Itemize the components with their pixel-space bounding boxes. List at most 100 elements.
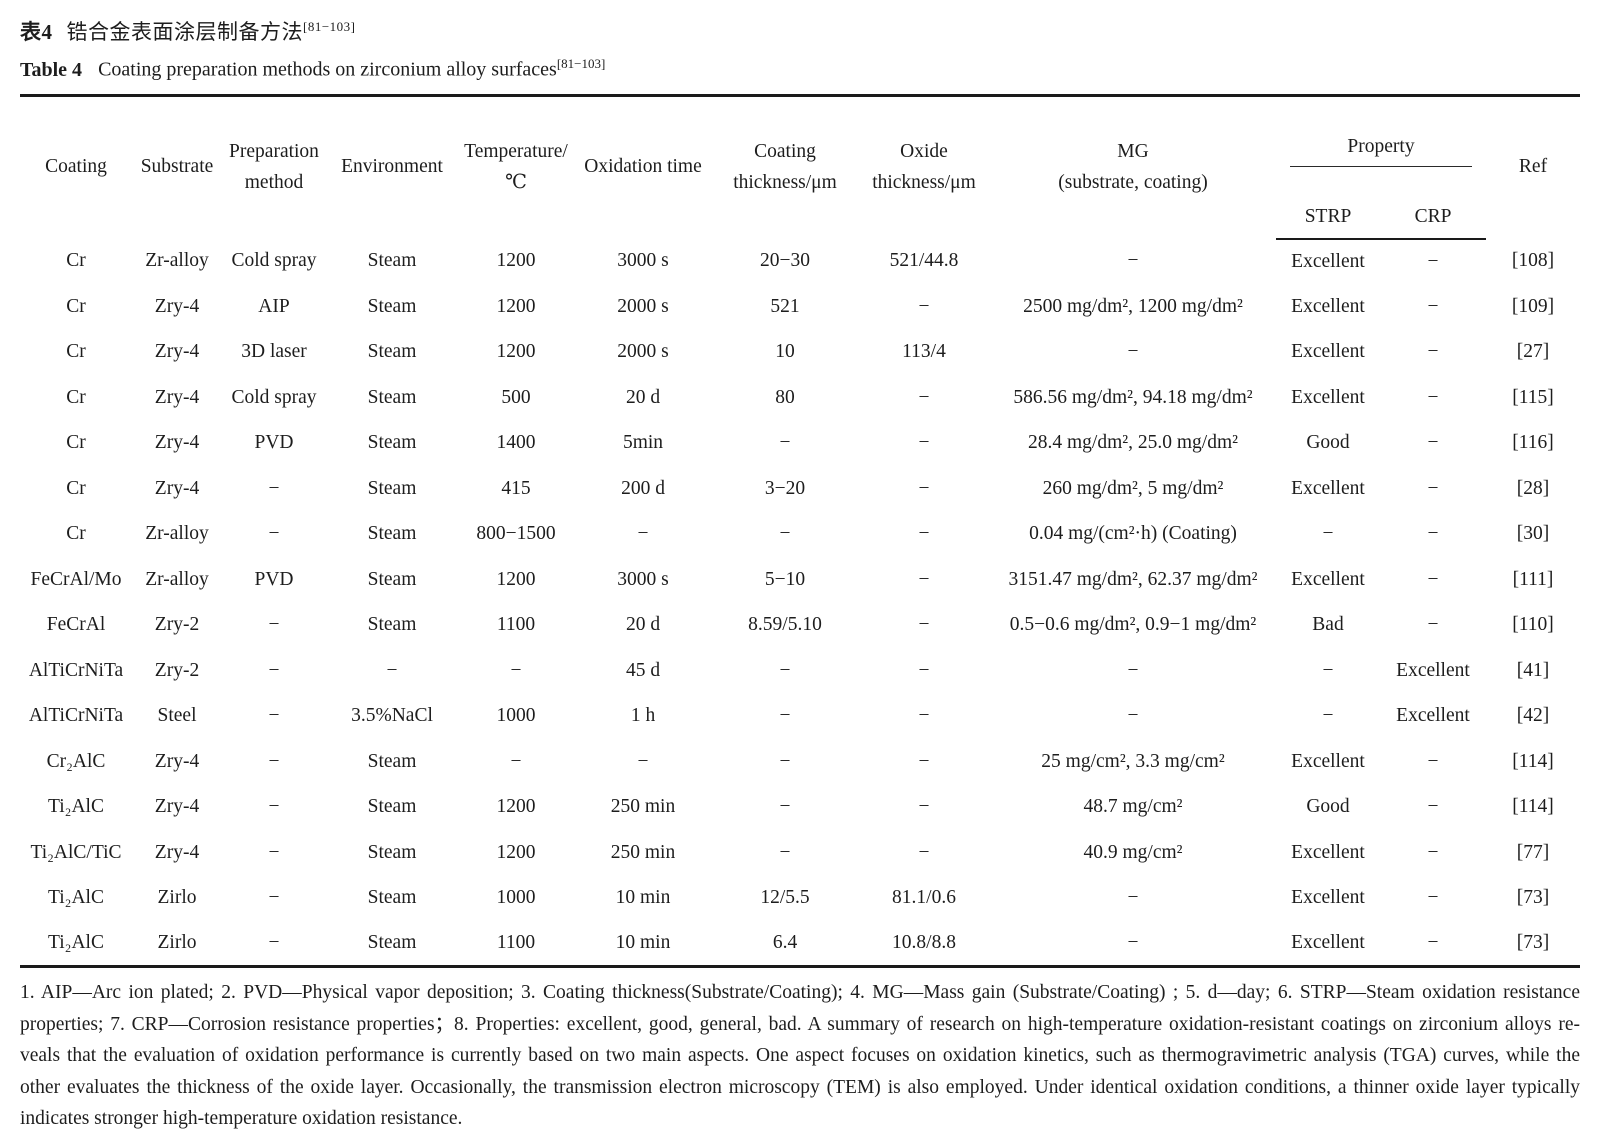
table-cell: 48.7 mg/cm² [1083,796,1183,818]
table-cell: − [779,523,791,545]
col-header-oxide-thickness: Oxide thickness/μm [872,141,976,193]
table-cell: − [1427,386,1439,408]
table-row: Cr Zry-4 3D laser Steam 1200 2000 s 10 113/4 − Ex… [20,330,1580,376]
table-cell: 1200 [496,796,536,818]
table-cell: [108] [1511,250,1555,272]
table-cell: 5min [622,432,664,454]
table-cell: Steam [367,341,417,363]
table-cell: [28] [1516,477,1550,499]
table-cell: [114] [1512,750,1554,772]
table-cell: 1200 [496,841,536,863]
table-header: Coating Substrate Preparation method Env… [20,95,1580,240]
table-cell: − [918,614,930,636]
table-cell: Excellent [1291,750,1365,772]
table-cell: Zry-2 [154,659,200,681]
table-row: Cr₂AlC Zry-4 − Steam − − − − 25 mg/cm², 3.3 mg/c… [20,739,1580,785]
table-cell: − [1127,341,1139,363]
col-header-crp: CRP [1380,197,1486,240]
table-cell: − [268,932,280,954]
table-cell: − [779,750,791,772]
table-cell: − [268,659,280,681]
table-cell: Zry-2 [154,614,200,636]
table-cell: − [268,477,280,499]
table-row: Ti₂AlC/TiC Zry-4 − Steam 1200 250 min − − 40.9 m… [20,830,1580,876]
table-cell: − [1322,659,1334,681]
table-row: FeCrAl Zry-2 − Steam 1100 20 d 8.59/5.10 − 0.5−0… [20,603,1580,649]
table-body: Cr Zr-alloy Cold spray Steam 1200 3000 s 20−30… [20,239,1580,967]
table-cell: 1400 [496,432,536,454]
col-header-environment: Environment [341,156,443,178]
table-cell: AlTiCrNiTa [28,705,124,727]
table-cell: Ti₂AlC [48,887,104,909]
table-cell: Ti₂AlC/TiC [30,841,122,863]
table-cell: 1200 [496,295,536,317]
table-cell: Zry-4 [154,341,200,363]
table-cell: − [918,705,930,727]
table-cell: 1 h [630,705,656,727]
table-cell: − [1322,523,1334,545]
table-cell: Zry-4 [154,841,200,863]
footnote-line: properties; 7. CRP—Corrosion resistance … [20,1013,1580,1035]
table-cell: − [1427,841,1439,863]
col-header-preparation-method: Preparation method [229,141,319,193]
table-cell: 200 d [621,477,665,499]
table-cell: Excellent [1291,568,1365,590]
table-cell: 1000 [496,705,536,727]
table-cell: − [268,614,280,636]
table-cell: Steam [367,750,417,772]
table-cell: − [1427,796,1439,818]
table-cell: 415 [501,477,531,499]
table-cell: 260 mg/dm², 5 mg/dm² [1042,477,1224,499]
table-cell: − [1127,705,1139,727]
table-cell: − [1427,614,1439,636]
table-cell: − [386,659,398,681]
table-cell: − [779,796,791,818]
table-cell: Good [1306,796,1350,818]
table-cell: − [510,659,522,681]
table-cell: 2000 s [617,341,669,363]
table-cell: − [1127,250,1139,272]
table-cell: 1100 [496,614,536,636]
table-title-en-label: Table 4 [20,58,83,81]
table-cell: − [637,750,649,772]
table-cell: − [779,705,791,727]
col-header-substrate: Substrate [140,156,214,178]
table-cell: Zr-alloy [145,250,209,272]
table-cell: 800−1500 [476,523,556,545]
table-cell: AlTiCrNiTa [28,659,124,681]
table-cell: 5−10 [764,568,806,590]
table-cell: − [918,659,930,681]
table-cell: − [1427,750,1439,772]
table-cell: 10.8/8.8 [892,932,956,954]
table-cell: 1000 [496,887,536,909]
table-cell: 28.4 mg/dm², 25.0 mg/dm² [1028,432,1238,454]
table-cell: Cr [66,295,86,317]
table-cell: Ti₂AlC [48,796,104,818]
table-cell: Zry-4 [154,432,200,454]
table-row: Cr Zr-alloy Cold spray Steam 1200 3000 s 20−30… [20,239,1580,285]
table-cell: Excellent [1396,659,1470,681]
col-header-temperature: Temperature/ ℃ [464,141,568,193]
col-header-oxidation-time: Oxidation time [584,156,702,178]
table-cell: 81.1/0.6 [892,887,956,909]
table-row: AlTiCrNiTa Steel − 3.5%NaCl 1000 1 h − − − − Excel… [20,694,1580,740]
table-cell: − [918,796,930,818]
table-cell: − [1427,432,1439,454]
table-cell: 0.04 mg/(cm²·h) (Coating) [1029,523,1237,545]
table-cell: 1100 [496,932,536,954]
table-cell: [109] [1511,295,1555,317]
table-cell: − [268,796,280,818]
table-cell: Steam [367,295,417,317]
table-cell: 12/5.5 [760,887,810,909]
coating-methods-table: Coating Substrate Preparation method Env… [20,93,1580,969]
table-cell: − [1427,887,1439,909]
table-cell: − [779,841,791,863]
table-cell: FeCrAl [46,614,106,636]
table-cell: Excellent [1291,386,1365,408]
citation-superscript: [81−103] [556,56,606,71]
table-cell: 521/44.8 [889,250,959,272]
table-cell: [42] [1516,705,1550,727]
footnote-line: veals that the evaluation of oxidation p… [20,1045,1580,1067]
col-header-coating: Coating [45,156,107,178]
table-cell: − [637,523,649,545]
